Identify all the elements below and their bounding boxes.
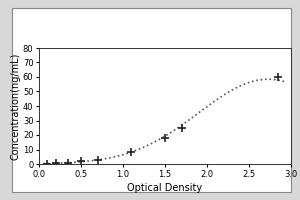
X-axis label: Optical Density: Optical Density xyxy=(128,183,202,193)
Y-axis label: Concentration(ng/mL): Concentration(ng/mL) xyxy=(10,52,20,160)
